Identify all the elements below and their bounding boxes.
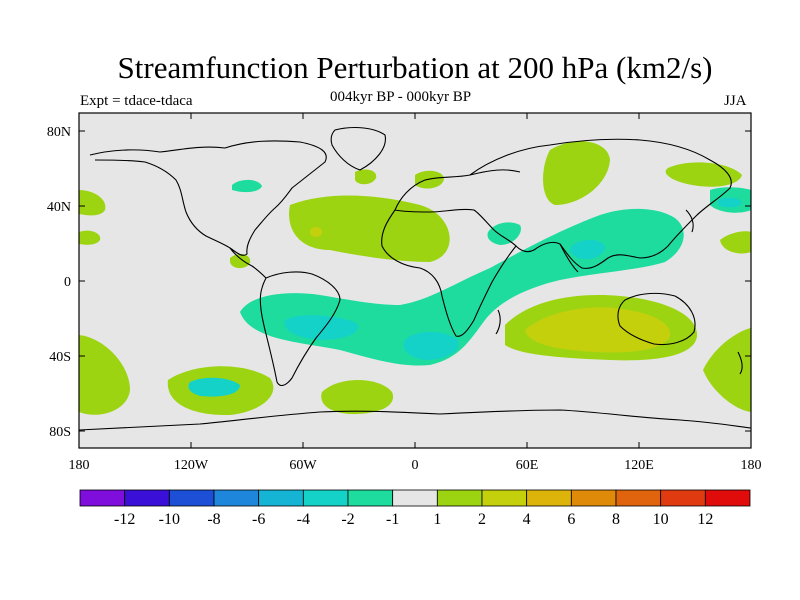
longitude-axis: 180 120W 60W 0 60E 120E 180 [69,113,762,473]
contour-region [79,190,106,216]
colorbar-swatch [213,489,260,507]
contour-region [355,169,377,185]
contour-region [284,315,359,340]
colorbar-label: -8 [207,511,220,528]
contour-region [230,253,251,269]
coastline-greenland [330,126,386,171]
season-label: JJA [724,93,747,109]
lat-tick-label: 80N [47,125,71,140]
colorbar-label: -2 [341,511,354,528]
coastline-south-america [259,271,341,387]
colorbar-label: 1 [433,511,441,528]
colorbar-swatch [570,489,617,507]
colorbar-label: 12 [697,511,713,528]
lon-tick-label: 180 [741,458,762,473]
colorbar-swatch [258,489,304,507]
colorbar-swatch [392,489,438,507]
lon-tick-label: 0 [412,458,419,473]
lat-tick-label: 40N [47,200,71,215]
contour-region [310,227,322,237]
colorbar-swatch [704,489,751,507]
contour-region [80,345,96,361]
colorbar-swatch [347,489,394,507]
colorbar: -12 -10 -8 -6 -4 -2 -1 1 2 4 6 8 10 12 [79,489,751,528]
lon-tick-label: 180 [69,458,90,473]
contour-region [570,239,605,260]
contour-region [703,328,751,412]
contour-region [525,307,671,353]
coastline-europe-africa [381,169,521,337]
colorbar-swatch [481,489,528,507]
colorbar-swatch [526,489,572,507]
colorbar-label: 6 [567,511,575,528]
contour-region [79,230,101,245]
colorbar-label: -4 [297,511,310,528]
contour-region [289,195,450,262]
colorbar-label: 4 [523,511,531,528]
contour-region [718,197,742,208]
lat-tick-label: 0 [64,275,71,290]
colorbar-swatch [168,489,215,507]
colorbar-label: -10 [159,511,180,528]
colorbar-label: 10 [653,511,669,528]
coastline-central-america [229,247,267,279]
coastline-antarctica [79,409,751,431]
colorbar-swatch [302,489,349,507]
coastline-japan [685,209,694,233]
contour-region [232,179,262,193]
contour-region [415,170,444,189]
plot-title: Streamfunction Perturbation at 200 hPa (… [117,50,713,85]
coastline-india [559,243,579,273]
contour-region [543,141,610,205]
colorbar-swatch [79,489,126,507]
coastline-new-zealand [737,351,743,375]
latitude-axis: 80N 40N 0 40S 80S [47,125,751,440]
colorbar-swatch [615,489,662,507]
colorbar-swatch [436,489,483,507]
coastline-north-america [89,140,327,256]
lat-tick-label: 40S [49,350,71,365]
colorbar-swatch [660,489,706,507]
coastline-australia [617,292,696,346]
lat-tick-label: 80S [49,425,71,440]
colorbar-swatch [124,489,170,507]
lon-tick-label: 120W [174,458,209,473]
experiment-label: Expt = tdace-tdaca [80,93,193,109]
colorbar-label: -1 [386,511,399,528]
contour-region [321,379,394,415]
coastline-madagascar [495,309,501,335]
plot-subtitle: 004kyr BP - 000kyr BP [330,89,472,105]
colorbar-label: 8 [612,511,620,528]
colorbar-label: -12 [114,511,135,528]
coastline-layer [79,126,751,431]
contour-region [487,222,521,245]
contour-fill-layer [79,141,751,416]
lon-tick-label: 60E [516,458,539,473]
colorbar-label: 2 [478,511,486,528]
colorbar-label: -6 [252,511,265,528]
contour-region [720,231,751,254]
lon-tick-label: 60W [289,458,317,473]
contour-region [403,331,459,360]
contour-region [188,377,240,397]
lon-tick-label: 120E [624,458,654,473]
